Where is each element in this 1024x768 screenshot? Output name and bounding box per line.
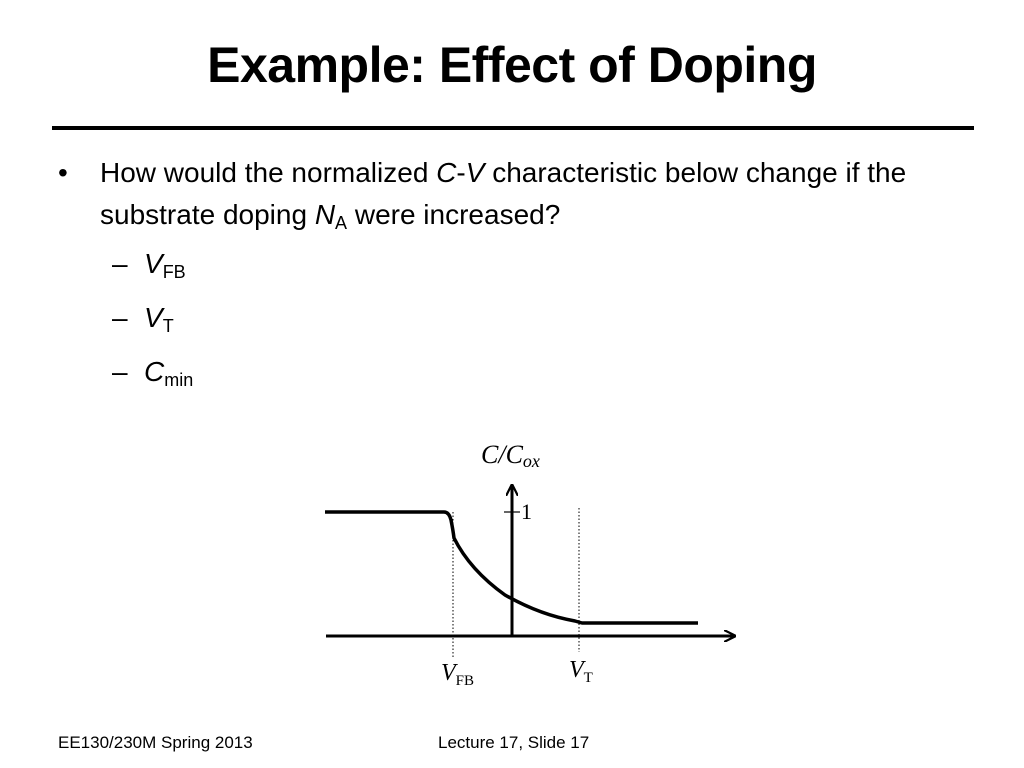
cv-dash: - — [456, 157, 466, 188]
sub-item-subscript: min — [164, 370, 194, 390]
sub-dash: – — [112, 356, 128, 387]
sub-item-symbol: V — [144, 302, 163, 333]
na-subscript: A — [335, 213, 348, 233]
cv-v-symbol: V — [465, 157, 485, 188]
sub-dash: – — [112, 248, 128, 279]
footer-course: EE130/230M Spring 2013 — [58, 733, 253, 752]
bullet-text-part: How would the normalized — [100, 157, 437, 188]
bullet-dot: • — [58, 157, 68, 188]
vfb-label: VFB — [441, 660, 474, 689]
bullet-text-part: were increased? — [347, 199, 561, 230]
footer-slide-number: Lecture 17, Slide 17 — [438, 733, 590, 752]
bullet-text-part: characteristic below change if the subst… — [100, 157, 907, 230]
y-axis-label: C/Cox — [481, 440, 540, 471]
slide-title: Example: Effect of Doping — [207, 37, 817, 93]
sub-item-symbol: V — [144, 248, 163, 279]
sub-item-subscript: T — [162, 316, 174, 336]
na-symbol: N — [314, 199, 336, 230]
cv-c-symbol: C — [436, 157, 457, 188]
sub-item-symbol: C — [144, 356, 165, 387]
bullet-text: How would the normalized C-V characteris… — [100, 152, 958, 244]
cv-curve — [325, 510, 698, 625]
one-tick-label: 1 — [521, 499, 532, 524]
sub-item-subscript: FB — [162, 262, 186, 282]
title-divider — [52, 126, 974, 130]
vt-label: VT — [569, 657, 593, 686]
sub-dash: – — [112, 302, 128, 333]
